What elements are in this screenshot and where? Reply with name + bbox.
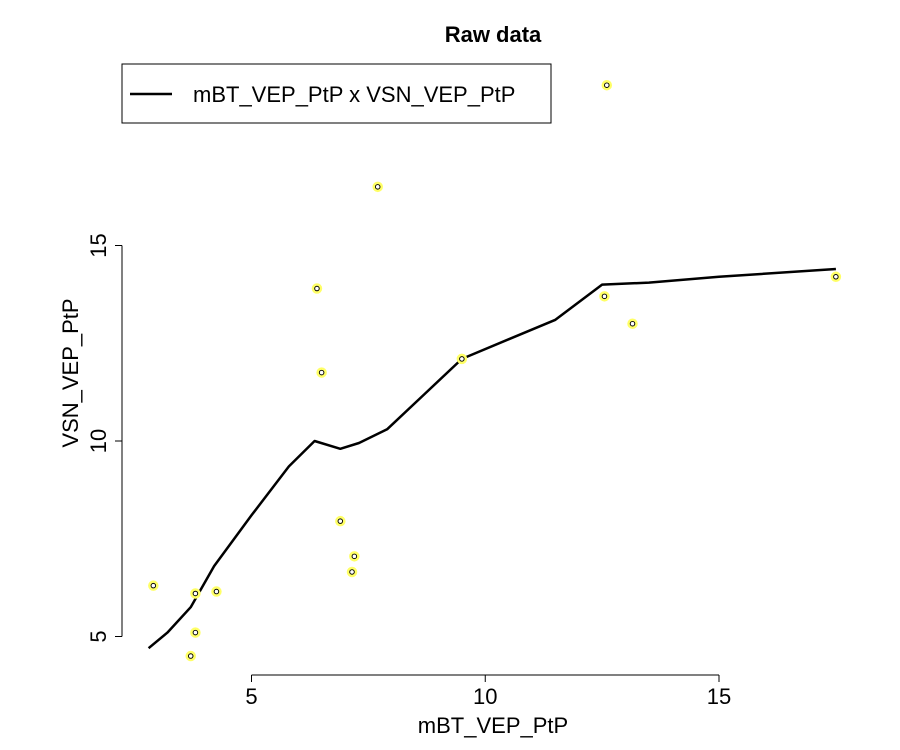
data-point [372,181,383,193]
y-axis-label: VSN_VEP_PtP [58,298,83,447]
data-point-center [193,591,198,596]
data-point-center [338,519,343,523]
data-point [190,627,201,638]
x-axis-label: mBT_VEP_PtP [418,713,568,738]
data-point [349,551,360,562]
x-axis: 5 10 15 [245,674,731,709]
data-point-center [193,630,198,635]
data-point-center [834,274,838,279]
x-tick-label: 10 [473,684,497,709]
data-point [211,586,222,597]
series-line [147,267,836,650]
data-point-center [151,583,156,588]
data-point [599,291,610,302]
data-point-center [214,589,219,594]
y-axis: 5 10 15 [86,233,123,643]
legend: mBT_VEP_PtP x VSN_VEP_PtP [121,63,552,124]
data-point [316,367,327,378]
data-point [601,79,613,91]
x-tick-label: 15 [707,684,731,709]
data-point-center [188,654,193,658]
data-point [148,580,159,591]
data-point-center [375,185,380,189]
data-point-center [630,321,635,326]
data-point-center [315,286,319,291]
y-tick-label: 15 [86,233,111,257]
y-tick-label: 10 [86,429,111,453]
data-point [311,283,323,294]
legend-box [121,63,552,124]
data-point [335,515,346,527]
data-point-center [460,357,464,361]
data-point [190,588,201,599]
data-point [456,353,468,365]
x-tick-label: 5 [245,684,257,709]
data-point-center [319,370,324,375]
data-point [346,566,358,578]
chart-title: Raw data [445,22,542,47]
data-point-center [350,570,354,574]
legend-label: mBT_VEP_PtP x VSN_VEP_PtP [193,82,515,107]
data-point [627,318,638,329]
data-point [185,650,196,662]
data-point-center [602,294,607,299]
data-point-center [605,83,609,87]
y-tick-label: 5 [86,630,111,642]
data-points [148,79,842,662]
data-point-center [352,554,357,559]
data-point [830,271,842,283]
